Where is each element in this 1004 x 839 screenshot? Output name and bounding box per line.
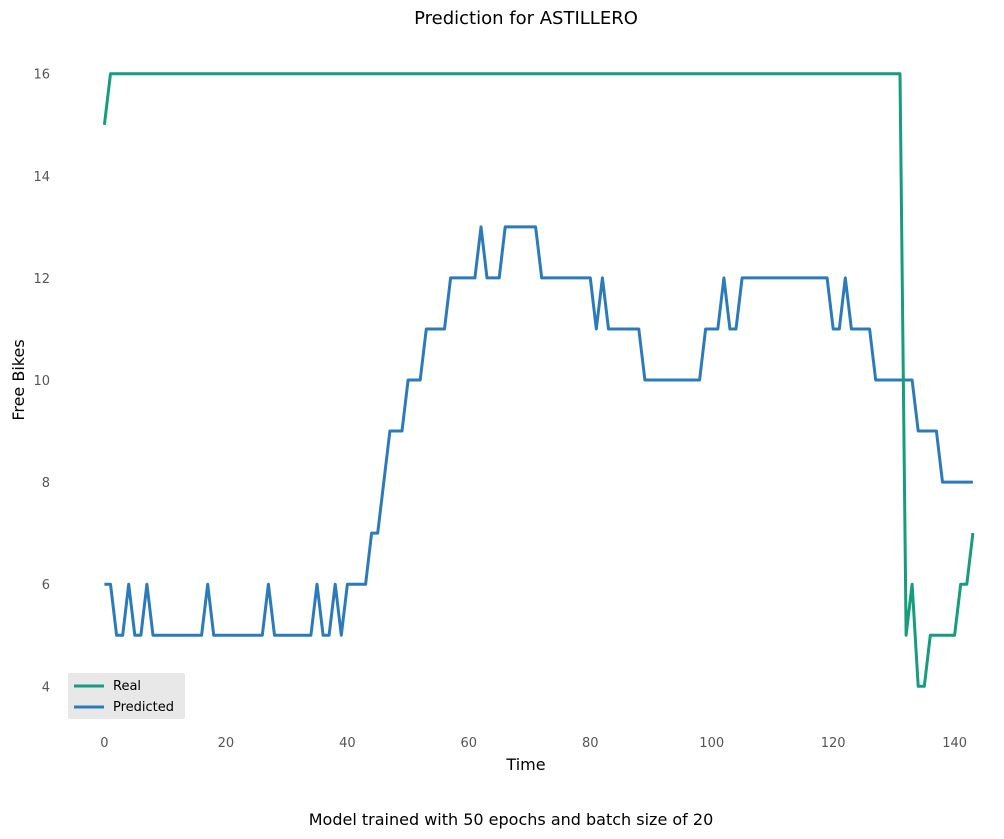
y-tick-label: 6 [42, 578, 50, 593]
series-line-predicted [104, 225, 973, 637]
x-tick-label: 80 [582, 736, 599, 751]
x-tick-label: 100 [699, 736, 724, 751]
y-tick-label: 12 [33, 272, 50, 287]
x-tick-label: 20 [218, 736, 235, 751]
legend: Real Predicted [68, 673, 185, 719]
legend-label-real: Real [113, 679, 141, 694]
y-axis-ticks: 4 6 8 10 12 14 16 [33, 68, 50, 696]
x-tick-label: 0 [100, 736, 108, 751]
y-tick-label: 16 [33, 68, 50, 83]
x-tick-label: 140 [942, 736, 967, 751]
y-tick-label: 14 [33, 170, 50, 185]
x-axis-ticks: 0 20 40 60 80 100 120 140 [100, 736, 967, 751]
x-tick-label: 60 [461, 736, 478, 751]
legend-label-predicted: Predicted [113, 700, 174, 715]
chart-title: Prediction for ASTILLERO [414, 8, 638, 29]
x-tick-label: 120 [821, 736, 846, 751]
y-tick-label: 4 [42, 680, 50, 695]
series-line-real [102, 72, 975, 688]
x-tick-label: 40 [339, 736, 356, 751]
x-axis-label: Time [505, 755, 545, 774]
chart-footer-note: Model trained with 50 epochs and batch s… [309, 810, 714, 829]
y-tick-label: 10 [33, 374, 50, 389]
y-axis-label: Free Bikes [9, 339, 28, 420]
y-tick-label: 8 [42, 476, 50, 491]
series-lines [102, 72, 975, 688]
